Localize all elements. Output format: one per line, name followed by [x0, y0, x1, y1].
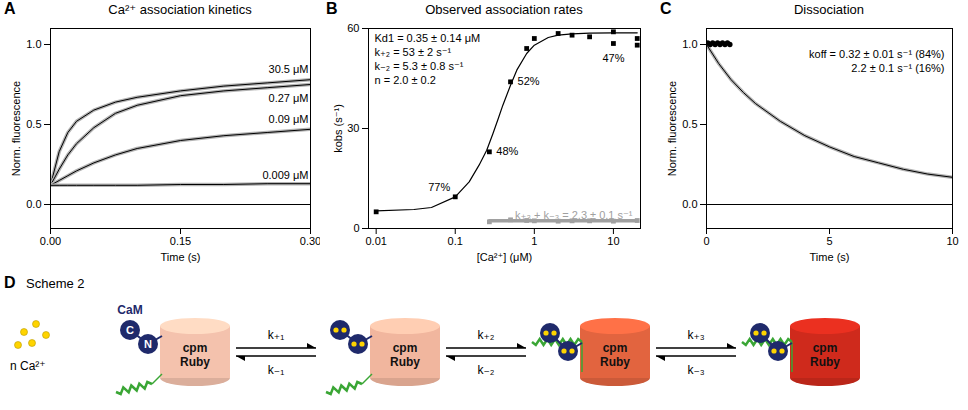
- svg-text:[Ca²⁺] (μM): [Ca²⁺] (μM): [477, 251, 533, 263]
- svg-text:k₋₁: k₋₁: [268, 363, 284, 377]
- svg-text:cpm: cpm: [393, 341, 418, 355]
- svg-text:0.00: 0.00: [40, 235, 61, 247]
- svg-text:0.09 μM: 0.09 μM: [269, 113, 309, 125]
- svg-text:1.0: 1.0: [682, 38, 697, 50]
- svg-text:Ruby: Ruby: [180, 355, 210, 369]
- svg-text:cpm: cpm: [813, 341, 838, 355]
- svg-text:k₋₂: k₋₂: [478, 363, 495, 377]
- svg-text:k₊₃ + k₋₃ = 2.3 ± 0.1 s⁻¹: k₊₃ + k₋₃ = 2.3 ± 0.1 s⁻¹: [515, 209, 633, 221]
- svg-text:10: 10: [946, 235, 958, 247]
- svg-text:47%: 47%: [602, 52, 624, 64]
- svg-text:Norm. fluorescence: Norm. fluorescence: [666, 81, 678, 176]
- svg-text:0.0: 0.0: [26, 198, 41, 210]
- svg-text:30: 30: [347, 122, 359, 134]
- svg-text:C: C: [126, 324, 134, 336]
- svg-text:N: N: [144, 338, 152, 350]
- svg-text:Time (s): Time (s): [810, 251, 850, 263]
- svg-text:0.15: 0.15: [170, 235, 191, 247]
- html-text:Ca²⁺ association kinetics: Ca²⁺ association kinetics: [108, 2, 252, 17]
- svg-text:koff = 0.32 ± 0.01 s⁻¹ (84%): koff = 0.32 ± 0.01 s⁻¹ (84%): [809, 48, 944, 60]
- svg-text:48%: 48%: [496, 145, 518, 157]
- svg-text:1.0: 1.0: [26, 38, 41, 50]
- svg-text:kobs (s⁻¹): kobs (s⁻¹): [332, 104, 344, 153]
- svg-text:0.5: 0.5: [682, 118, 697, 130]
- svg-text:k₊₂ = 53 ± 2 s⁻¹: k₊₂ = 53 ± 2 s⁻¹: [375, 46, 452, 58]
- svg-text:52%: 52%: [518, 75, 540, 87]
- svg-text:Ruby: Ruby: [390, 355, 420, 369]
- svg-text:0.27 μM: 0.27 μM: [269, 92, 309, 104]
- html-text:B: B: [326, 0, 338, 17]
- svg-text:Norm. fluorescence: Norm. fluorescence: [10, 81, 22, 176]
- svg-text:D: D: [4, 274, 16, 291]
- html-text:Dissociation: Dissociation: [794, 2, 864, 17]
- svg-text:Ruby: Ruby: [600, 355, 630, 369]
- svg-text:0.1: 0.1: [448, 235, 463, 247]
- html-text:C: C: [660, 0, 672, 17]
- svg-text:k₋₃: k₋₃: [687, 363, 704, 377]
- svg-text:k₊₁: k₊₁: [268, 328, 284, 342]
- svg-text:k₊₃: k₊₃: [687, 328, 704, 342]
- svg-text:k₋₂ = 5.3 ± 0.8 s⁻¹: k₋₂ = 5.3 ± 0.8 s⁻¹: [375, 60, 464, 72]
- svg-text:0.30: 0.30: [300, 235, 320, 247]
- svg-text:5: 5: [826, 235, 832, 247]
- svg-text:77%: 77%: [428, 181, 450, 193]
- svg-text:Ruby: Ruby: [810, 355, 840, 369]
- svg-text:30.5 μM: 30.5 μM: [269, 63, 309, 75]
- svg-text:CaM: CaM: [117, 303, 142, 317]
- svg-text:Scheme 2: Scheme 2: [26, 276, 85, 291]
- html-text:A: A: [4, 0, 16, 17]
- svg-text:n Ca²⁺: n Ca²⁺: [10, 359, 46, 373]
- svg-text:cpm: cpm: [183, 341, 208, 355]
- html-text:Observed association rates: Observed association rates: [425, 2, 583, 17]
- svg-text:0: 0: [703, 235, 709, 247]
- svg-text:0.5: 0.5: [26, 118, 41, 130]
- svg-text:0.009 μM: 0.009 μM: [262, 169, 308, 181]
- svg-text:Time (s): Time (s): [161, 251, 201, 263]
- svg-text:2.2 ± 0.1 s⁻¹ (16%): 2.2 ± 0.1 s⁻¹ (16%): [851, 62, 944, 74]
- svg-text:60: 60: [347, 22, 359, 34]
- svg-text:k₊₂: k₊₂: [478, 328, 495, 342]
- svg-text:Kd1 = 0.35 ± 0.14 μM: Kd1 = 0.35 ± 0.14 μM: [375, 32, 481, 44]
- svg-text:0.01: 0.01: [365, 235, 386, 247]
- svg-text:0.0: 0.0: [682, 198, 697, 210]
- svg-text:cpm: cpm: [603, 341, 628, 355]
- svg-text:n = 2.0 ± 0.2: n = 2.0 ± 0.2: [375, 74, 436, 86]
- svg-text:1: 1: [531, 235, 537, 247]
- svg-text:0: 0: [353, 222, 359, 234]
- svg-text:10: 10: [607, 235, 619, 247]
